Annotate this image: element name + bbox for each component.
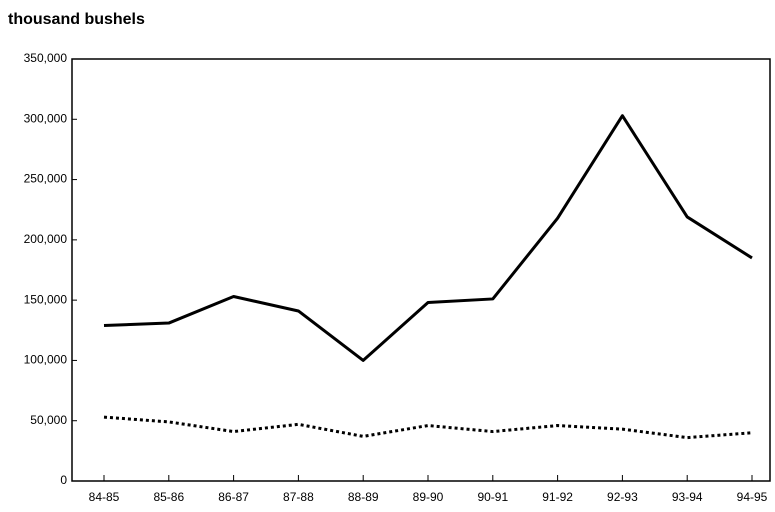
y-tick-label: 100,000 — [24, 353, 68, 367]
x-tick-label: 89-90 — [413, 490, 444, 504]
x-tick-label: 84-85 — [89, 490, 120, 504]
y-tick-label: 350,000 — [24, 51, 68, 65]
y-tick-label: 300,000 — [24, 111, 68, 125]
x-tick-label: 90-91 — [477, 490, 508, 504]
x-tick-label: 87-88 — [283, 490, 314, 504]
y-tick-label: 0 — [60, 473, 67, 487]
x-tick-label: 94-95 — [737, 490, 768, 504]
x-tick-label: 93-94 — [672, 490, 703, 504]
y-tick-label: 250,000 — [24, 172, 68, 186]
x-tick-label: 92-93 — [607, 490, 638, 504]
series-line — [103, 415, 753, 440]
x-tick-label: 91-92 — [542, 490, 573, 504]
y-axis-label: thousand bushels — [8, 11, 145, 28]
x-tick-label: 86-87 — [218, 490, 249, 504]
x-tick-label: 88-89 — [348, 490, 379, 504]
plot-frame — [71, 58, 771, 482]
y-tick-label: 150,000 — [24, 292, 68, 306]
y-tick-label: 200,000 — [24, 232, 68, 246]
series-line — [103, 114, 753, 362]
y-tick-label: 50,000 — [30, 413, 67, 427]
x-tick-label: 85-86 — [153, 490, 184, 504]
